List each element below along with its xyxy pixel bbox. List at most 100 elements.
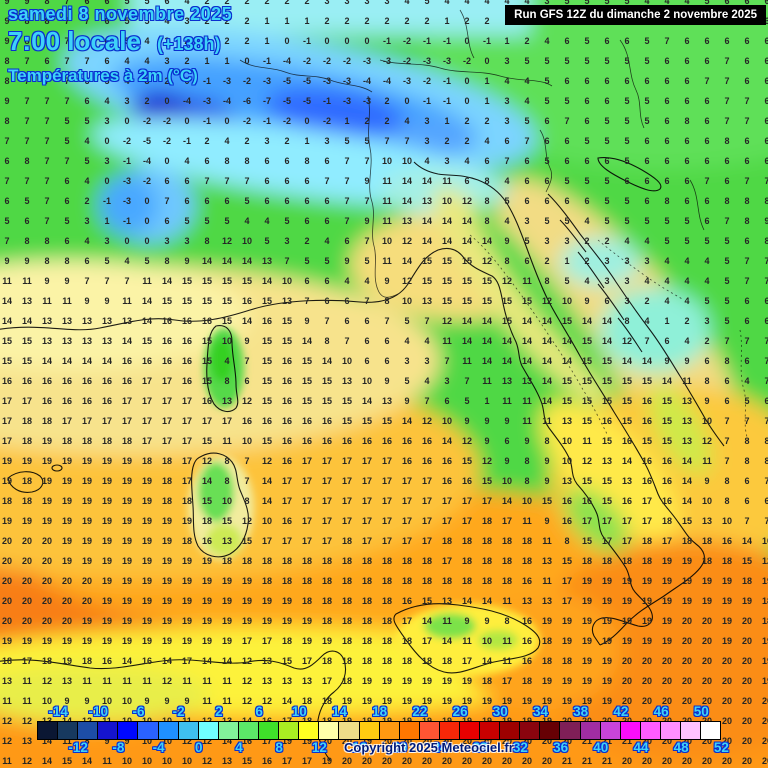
temp-value: 12: [621, 336, 632, 346]
temp-value: 19: [221, 636, 232, 646]
temp-value: 20: [481, 736, 492, 746]
temp-value: 4: [544, 36, 550, 46]
temp-value: 17: [601, 516, 612, 526]
temp-value: -5: [142, 136, 151, 146]
temp-value: 10: [481, 636, 492, 646]
temp-value: 0: [464, 36, 470, 46]
run-info-badge: Run GFS 12Z du dimanche 2 novembre 2025: [505, 5, 766, 25]
temp-value: -1: [482, 36, 491, 46]
temp-value: 13: [401, 216, 412, 226]
temp-value: 11: [582, 436, 592, 446]
temp-value: 7: [64, 96, 70, 106]
temp-value: 13: [521, 376, 532, 386]
temp-value: 13: [1, 676, 12, 686]
temp-value: 8: [484, 176, 490, 186]
temp-value: 2: [244, 136, 250, 146]
temp-value: 15: [221, 276, 232, 286]
temp-value: 14: [521, 336, 532, 346]
temp-value: 17: [161, 396, 172, 406]
temp-value: 2: [84, 196, 90, 206]
temp-value: 16: [281, 396, 292, 406]
temp-value: 16: [401, 456, 412, 466]
temp-value: 3: [644, 256, 650, 266]
temp-value: 9: [464, 416, 470, 426]
temp-value: 20: [661, 756, 672, 766]
temp-value: 10: [221, 336, 232, 346]
temp-value: -2: [402, 36, 411, 46]
temp-value: 7: [84, 36, 90, 46]
temp-value: 13: [81, 336, 92, 346]
temp-value: 7: [24, 56, 30, 66]
temp-value: 20: [741, 656, 752, 666]
temp-value: 6: [764, 56, 768, 66]
temp-value: 7: [664, 36, 670, 46]
temp-value: 14: [1, 316, 12, 326]
temp-value: 6: [684, 36, 690, 46]
temp-value: 6: [64, 176, 70, 186]
temp-value: 7: [84, 56, 90, 66]
temp-value: 19: [41, 516, 52, 526]
temp-value: 10: [341, 356, 352, 366]
temp-value: 15: [181, 296, 192, 306]
temp-value: 3: [624, 276, 630, 286]
temp-value: 0: [364, 36, 370, 46]
temp-value: 12: [581, 456, 592, 466]
temp-value: 19: [581, 656, 592, 666]
temp-value: 17: [641, 496, 652, 506]
temp-value: 16: [181, 316, 192, 326]
temp-value: -2: [402, 56, 411, 66]
temp-value: 19: [401, 676, 412, 686]
temp-value: 20: [441, 736, 452, 746]
temp-value: -5: [302, 96, 311, 106]
temp-value: 14: [21, 316, 32, 326]
temp-value: 4: [664, 296, 670, 306]
temp-value: 19: [101, 556, 112, 566]
temp-value: 20: [21, 616, 32, 626]
temp-value: 5: [644, 96, 650, 106]
temp-value: 14: [601, 336, 612, 346]
temp-value: 7: [744, 176, 750, 186]
temp-value: 2: [484, 116, 490, 126]
temp-value: 6: [204, 196, 210, 206]
temp-value: 18: [621, 556, 632, 566]
temp-value: 5: [364, 136, 370, 146]
temp-value: 1: [104, 216, 110, 226]
temp-value: 19: [61, 476, 72, 486]
temp-value: 10: [361, 376, 372, 386]
temp-value: 8: [484, 196, 490, 206]
temp-value: 14: [201, 656, 212, 666]
temp-value: 17: [181, 396, 192, 406]
temp-value: 16: [321, 436, 332, 446]
temp-value: 20: [761, 756, 768, 766]
temp-value: 17: [161, 376, 172, 386]
temp-value: 6: [304, 176, 310, 186]
temp-value: 5: [344, 136, 350, 146]
temp-value: 19: [601, 696, 612, 706]
temp-value: 11: [702, 456, 712, 466]
temp-value: 6: [604, 76, 610, 86]
temp-value: 13: [61, 336, 72, 346]
temp-value: 7: [764, 476, 768, 486]
temp-value: -2: [282, 116, 291, 126]
temp-value: 7: [344, 216, 350, 226]
temp-value: 14: [361, 396, 372, 406]
temp-value: 19: [181, 556, 192, 566]
temp-value: 13: [41, 316, 52, 326]
temp-value: 18: [341, 616, 352, 626]
temp-value: 7: [4, 176, 10, 186]
temp-value: 2: [284, 0, 290, 6]
temp-value: 8: [4, 56, 10, 66]
temp-value: 6: [584, 96, 590, 106]
temp-value: 19: [161, 636, 172, 646]
temp-value: 7: [24, 96, 30, 106]
temp-value: 17: [321, 496, 332, 506]
temp-value: 12: [481, 256, 492, 266]
temp-value: 4: [644, 0, 650, 6]
temp-value: 18: [321, 616, 332, 626]
temp-value: 18: [381, 656, 392, 666]
temp-value: 2: [204, 16, 210, 26]
temp-value: 20: [701, 676, 712, 686]
temp-value: 0: [144, 236, 150, 246]
temp-value: 5: [724, 316, 730, 326]
temp-value: 10: [761, 536, 768, 546]
